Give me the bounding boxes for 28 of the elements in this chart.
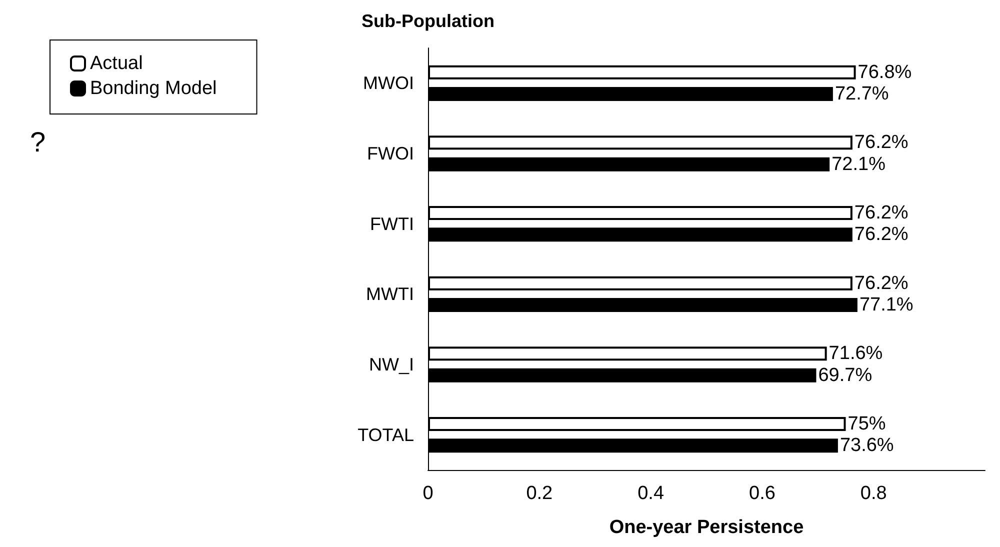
y-tick-label: MWOI: [363, 73, 414, 94]
data-label: 76.8%: [858, 62, 912, 83]
data-label: 75%: [848, 413, 886, 434]
data-label: 76.2%: [854, 224, 908, 246]
data-label: 72.1%: [832, 154, 886, 175]
data-label: 73.6%: [840, 435, 894, 456]
data-label: 71.6%: [828, 343, 883, 364]
y-tick-label: NW_I: [369, 354, 414, 374]
legend-label: Bonding Model: [90, 78, 217, 99]
legend-label: Actual: [90, 53, 143, 74]
x-tick-label: 0.2: [526, 483, 553, 504]
x-axis-title: One-year Persistence: [609, 517, 804, 538]
x-tick-label: 0.8: [860, 483, 887, 504]
data-label: 76.2%: [854, 272, 908, 294]
y-tick-label: FWOI: [367, 144, 414, 164]
text: ?: [30, 126, 46, 158]
x-tick-label: 0.6: [748, 483, 776, 504]
data-label: 76.2%: [854, 132, 908, 154]
data-label: 77.1%: [859, 294, 914, 316]
y-axis-title: Sub-Population: [362, 11, 494, 31]
x-tick-label: 0: [422, 483, 434, 504]
x-tick-label: 0.4: [638, 483, 664, 504]
data-label: 72.7%: [834, 84, 889, 105]
data-label: 76.2%: [854, 202, 908, 224]
y-tick-label: TOTAL: [358, 424, 414, 445]
y-tick-label: FWTI: [370, 214, 414, 234]
y-tick-label: MWTI: [366, 284, 414, 304]
data-label: 69.7%: [818, 364, 872, 386]
